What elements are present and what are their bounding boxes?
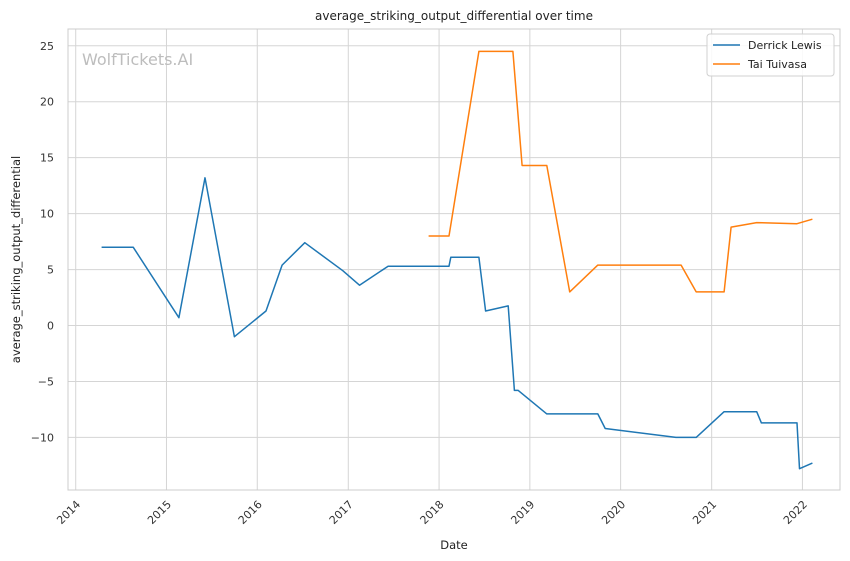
y-tick-label: 0 [47,320,54,333]
y-tick-label: 5 [47,264,54,277]
y-tick-label: −5 [38,375,54,388]
legend: Derrick Lewis Tai Tuivasa [706,33,835,77]
y-tick-label: 15 [40,152,54,165]
y-tick-label: 20 [40,96,54,109]
x-tick-label: 2021 [690,498,719,527]
x-tick-label: 2016 [236,498,265,527]
tick-labels: 2014 2015 2016 2017 2018 2019 2020 2021 2022−10−… [31,40,810,527]
y-tick-label: 10 [40,208,54,221]
x-tick-label: 2019 [508,498,537,527]
watermark: WolfTickets.AI [82,50,193,69]
x-tick-label: 2022 [781,498,810,527]
x-tick-label: 2015 [145,498,174,527]
series-line-derrick-lewis [101,177,813,470]
legend-label-derrick-lewis: Derrick Lewis [748,39,822,52]
chart-title: average_striking_output_differential ove… [315,9,593,23]
plot-frame [67,28,841,491]
x-tick-label: 2020 [599,498,628,527]
series-layer [101,50,813,470]
y-tick-label: 25 [40,40,54,53]
series-line-tai-tuivasa [428,50,813,293]
x-tick-label: 2014 [54,498,83,527]
grid [68,29,840,490]
x-axis-label: Date [440,538,468,552]
y-axis-label: average_striking_output_differential [9,156,23,363]
legend-label-tai-tuivasa: Tai Tuivasa [747,58,807,71]
x-tick-label: 2018 [418,498,447,527]
x-tick-label: 2017 [327,498,356,527]
y-tick-label: −10 [31,431,54,444]
